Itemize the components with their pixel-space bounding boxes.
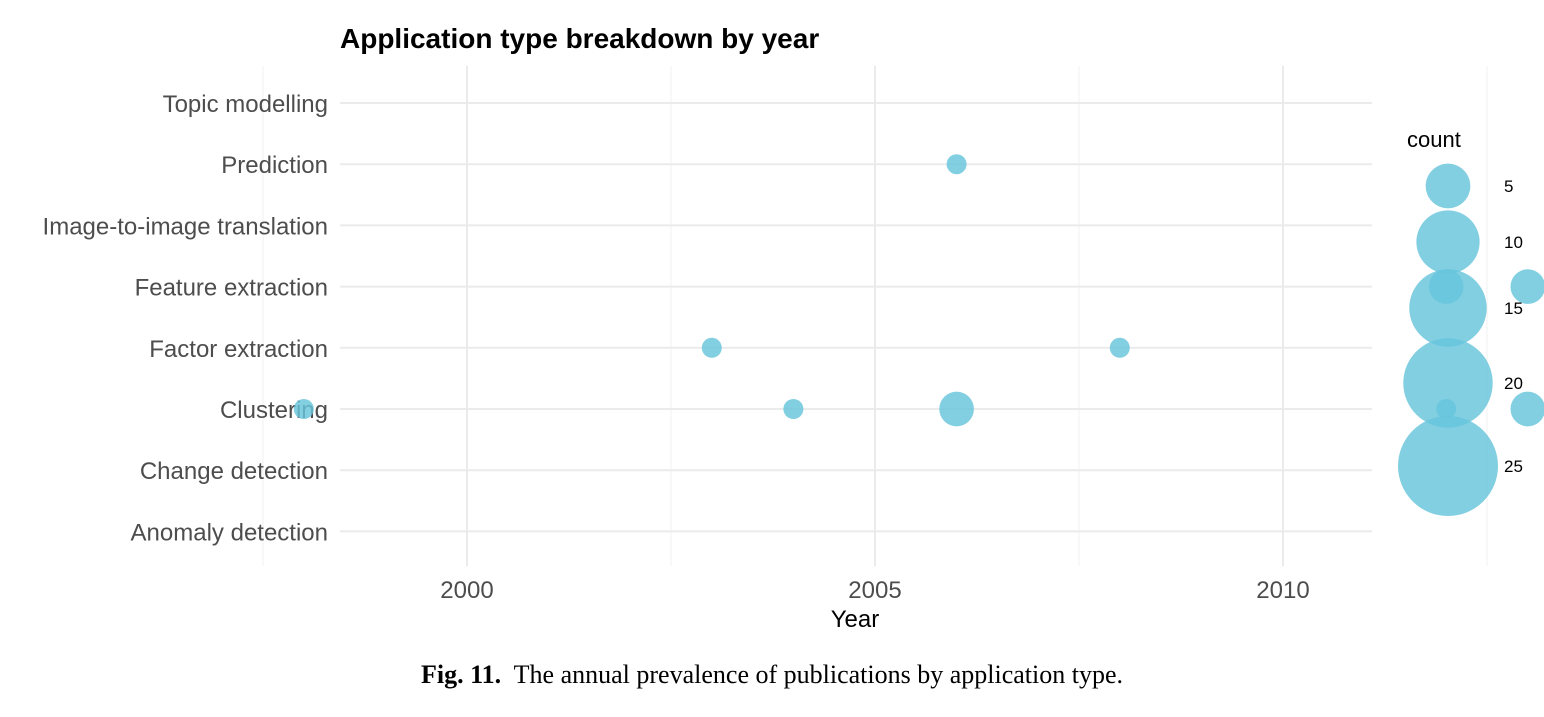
bubble [1109, 337, 1130, 358]
category-label: Anomaly detection [131, 519, 328, 546]
legend-bubble [1403, 338, 1493, 428]
chart-title: Application type breakdown by year [340, 23, 819, 54]
x-axis-title: Year [831, 606, 880, 633]
legend-title: count [1407, 127, 1461, 152]
legend-bubble [1398, 416, 1498, 516]
legend-bubble [1416, 210, 1480, 274]
legend-label: 5 [1504, 177, 1513, 196]
category-label: Feature extraction [135, 275, 328, 302]
plot-grid [262, 66, 1488, 566]
legend-label: 25 [1504, 457, 1523, 476]
bubble [701, 337, 722, 358]
category-label: Topic modelling [163, 91, 328, 118]
bubble [1510, 269, 1544, 304]
bubble [293, 399, 314, 419]
category-label: Prediction [221, 152, 328, 179]
legend-label: 10 [1504, 233, 1523, 252]
bubble [1510, 391, 1544, 427]
legend-bubble [1425, 163, 1471, 209]
category-label: Factor extraction [149, 336, 328, 363]
category-labels: Topic modelling Prediction Image-to-image … [43, 91, 328, 546]
bubble [946, 154, 967, 175]
caption-text: The annual prevalence of publications by… [513, 660, 1124, 689]
figure-caption: Fig. 11. The annual prevalence of public… [0, 660, 1544, 690]
legend-label: 20 [1504, 374, 1523, 393]
legend-label: 15 [1504, 299, 1523, 318]
category-label: Change detection [140, 458, 328, 485]
size-legend: count 5 10 15 20 25 [1398, 127, 1523, 516]
caption-label: Fig. 11. [420, 660, 502, 689]
bubble [783, 399, 804, 419]
bubbles [293, 154, 1544, 427]
bubble [939, 391, 974, 427]
x-tick-label: 2000 [440, 577, 493, 604]
x-tick-label: 2010 [1256, 577, 1309, 604]
x-tick-label: 2005 [848, 577, 901, 604]
x-tick-labels: 20002005201020152020 [440, 577, 1309, 604]
legend-bubble [1409, 269, 1487, 347]
category-label: Image-to-image translation [43, 213, 328, 240]
